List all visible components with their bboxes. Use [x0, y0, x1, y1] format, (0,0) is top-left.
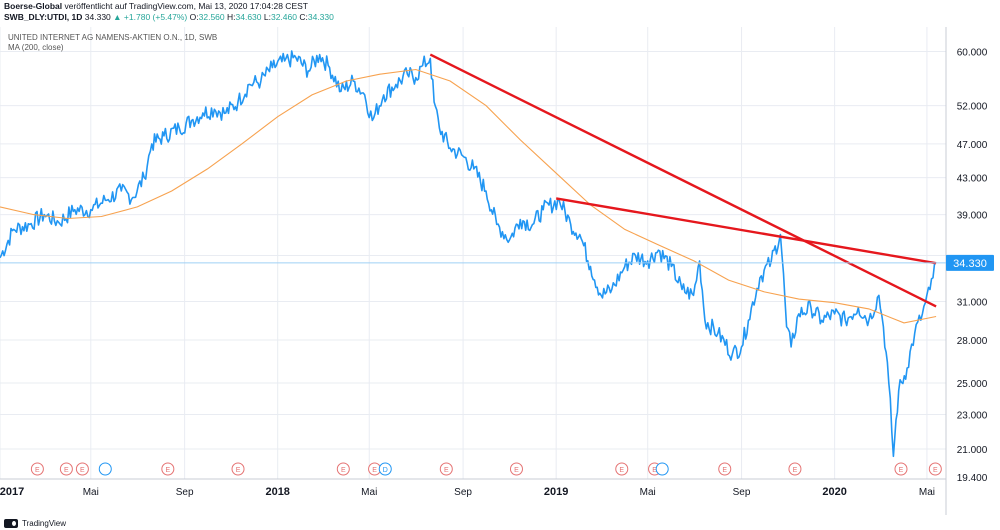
earnings-event-label: E — [619, 467, 624, 474]
publish-info: veröffentlicht auf TradingView.com, Mai … — [64, 1, 308, 11]
earnings-event-marker — [30, 462, 44, 476]
y-tick-label: 23.000 — [957, 411, 988, 422]
instrument-title: UNITED INTERNET AG NAMENS-AKTIEN O.N., 1… — [8, 33, 218, 42]
ohlc-line: SWB_DLY:UTDI, 1D 34.330 ▲ +1.780 (+5.47%… — [4, 12, 334, 23]
earnings-event-marker — [928, 462, 942, 476]
earnings-event-marker — [336, 462, 350, 476]
symbol-label: SWB_DLY:UTDI, 1D — [4, 12, 83, 22]
dividend-label: D — [383, 467, 388, 474]
chart-header: Boerse-Global veröffentlicht auf Trading… — [4, 1, 334, 23]
x-tick-label: Mai — [361, 487, 377, 498]
earnings-event-label: E — [80, 467, 85, 474]
earnings-event-label: E — [899, 467, 904, 474]
earnings-event-label: E — [514, 467, 519, 474]
y-tick-label: 60.000 — [957, 47, 988, 58]
y-tick-label: 39.000 — [957, 211, 988, 222]
earnings-event-marker — [161, 462, 175, 476]
earnings-event-label: E — [793, 467, 798, 474]
earnings-event-marker — [509, 462, 523, 476]
earnings-event-marker — [75, 462, 89, 476]
low-value: 32.460 — [270, 12, 297, 22]
author-name: Boerse-Global — [4, 1, 63, 11]
open-label: O: — [189, 12, 199, 22]
low-label: L: — [263, 12, 271, 22]
x-tick-label: 2018 — [265, 486, 289, 498]
earnings-event-label: E — [722, 467, 727, 474]
high-value: 34.630 — [235, 12, 262, 22]
y-tick-label: 28.000 — [957, 336, 988, 347]
dividend-marker — [655, 462, 669, 476]
earnings-event-label: E — [166, 467, 171, 474]
earnings-event-marker — [615, 462, 629, 476]
price-change: ▲ +1.780 (+5.47%) — [113, 12, 188, 22]
brand-name: TradingView — [22, 519, 67, 528]
trendline — [555, 197, 937, 265]
y-tick-label: 43.000 — [957, 174, 988, 185]
close-value: 34.330 — [307, 12, 334, 22]
x-tick-label: Sep — [733, 487, 751, 498]
chart-legend: UNITED INTERNET AG NAMENS-AKTIEN O.N., 1… — [8, 33, 217, 53]
tradingview-logo-icon — [4, 519, 18, 528]
x-tick-label: 2017 — [0, 486, 24, 498]
y-tick-label: 31.000 — [957, 298, 988, 309]
x-tick-label: Mai — [640, 487, 656, 498]
y-tick-label: 21.000 — [957, 445, 988, 456]
earnings-event-label: E — [372, 467, 377, 474]
earnings-event-label: E — [236, 467, 241, 474]
open-value: 32.560 — [198, 12, 225, 22]
earnings-event-marker — [718, 462, 732, 476]
y-tick-label: 52.000 — [957, 102, 988, 113]
chart-area[interactable]: 34.330 60.000 52.000 47.000 43.000 39.000 31.0… — [0, 27, 1000, 515]
x-tick-label: Sep — [454, 487, 472, 498]
publish-line: Boerse-Global veröffentlicht auf Trading… — [4, 1, 334, 12]
y-tick-label: 47.000 — [957, 140, 988, 151]
high-label: H: — [227, 12, 236, 22]
trendline — [429, 53, 937, 308]
earnings-event-label: E — [341, 467, 346, 474]
earnings-event-label: E — [933, 467, 938, 474]
x-tick-label: Sep — [176, 487, 194, 498]
earnings-event-label: E — [35, 467, 40, 474]
ma-legend: MA (200, close) — [8, 43, 64, 52]
price-series-line — [0, 50, 937, 458]
close-label: C: — [299, 12, 308, 22]
last-price-label: 34.330 — [953, 258, 987, 270]
last-price-badge — [946, 254, 994, 271]
ma-series-line — [0, 68, 937, 324]
y-tick-label: 19.400 — [957, 473, 988, 484]
earnings-event-label: E — [444, 467, 449, 474]
earnings-event-label: E — [652, 467, 657, 474]
x-tick-label: Mai — [919, 487, 935, 498]
dividend-marker — [98, 462, 112, 476]
earnings-event-marker — [59, 462, 73, 476]
x-tick-label: 2019 — [544, 486, 568, 498]
earnings-event-marker — [788, 462, 802, 476]
price-chart[interactable]: 34.330 60.000 52.000 47.000 43.000 39.000 31.0… — [0, 27, 1000, 515]
earnings-event-marker — [231, 462, 245, 476]
dividend-marker — [378, 462, 392, 476]
last-price: 34.330 — [84, 12, 111, 22]
earnings-event-marker — [894, 462, 908, 476]
earnings-event-label: E — [64, 467, 69, 474]
footer: TradingView — [4, 519, 66, 528]
x-tick-label: Mai — [83, 487, 99, 498]
y-tick-label: 25.000 — [957, 379, 988, 390]
x-tick-label: 2020 — [822, 486, 846, 498]
earnings-event-marker — [439, 462, 453, 476]
